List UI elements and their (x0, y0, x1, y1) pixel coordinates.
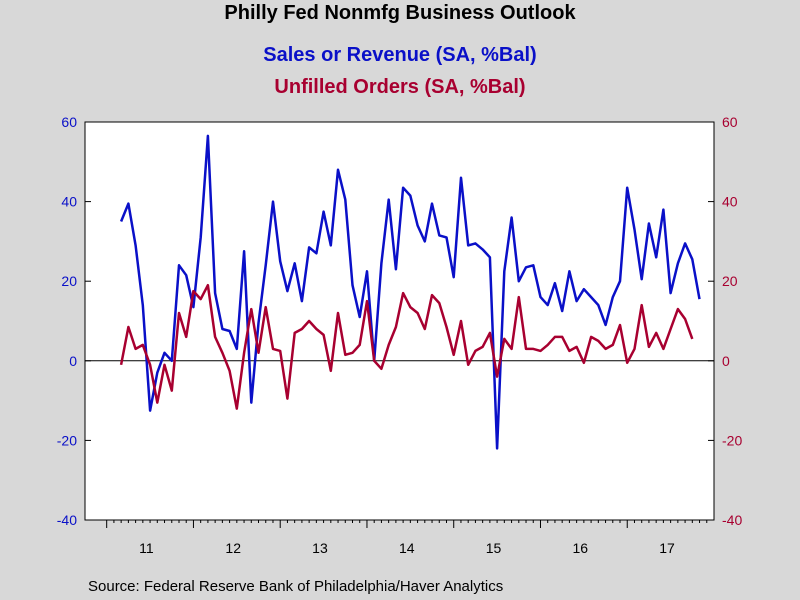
left-ytick-label: -20 (57, 432, 77, 448)
xtick-label: 17 (659, 540, 675, 556)
series-line-2 (119, 283, 694, 410)
right-ytick-label: -40 (722, 512, 742, 528)
left-ytick-label: 20 (61, 273, 77, 289)
xtick-label: 11 (139, 540, 154, 556)
right-ytick-label: 40 (722, 194, 738, 210)
left-ytick-label: 0 (69, 353, 77, 369)
right-ytick-label: 20 (722, 273, 738, 289)
xtick-label: 12 (225, 540, 241, 556)
right-ytick-label: 0 (722, 353, 730, 369)
right-ytick-label: -20 (722, 432, 742, 448)
right-ytick-label: 60 (722, 114, 738, 130)
source-note: Source: Federal Reserve Bank of Philadel… (88, 578, 504, 595)
left-ytick-label: 40 (61, 194, 77, 210)
series-line-1 (119, 134, 701, 450)
series2-title: Unfilled Orders (SA, %Bal) (274, 76, 526, 98)
series1-title: Sales or Revenue (SA, %Bal) (263, 44, 537, 66)
xtick-label: 13 (312, 540, 328, 556)
left-ytick-label: 60 (61, 114, 77, 130)
left-ytick-label: -40 (57, 512, 77, 528)
xtick-label: 14 (399, 540, 415, 556)
xtick-label: 15 (486, 540, 502, 556)
chart-title: Philly Fed Nonmfg Business Outlook (224, 2, 576, 24)
xtick-label: 16 (572, 540, 588, 556)
